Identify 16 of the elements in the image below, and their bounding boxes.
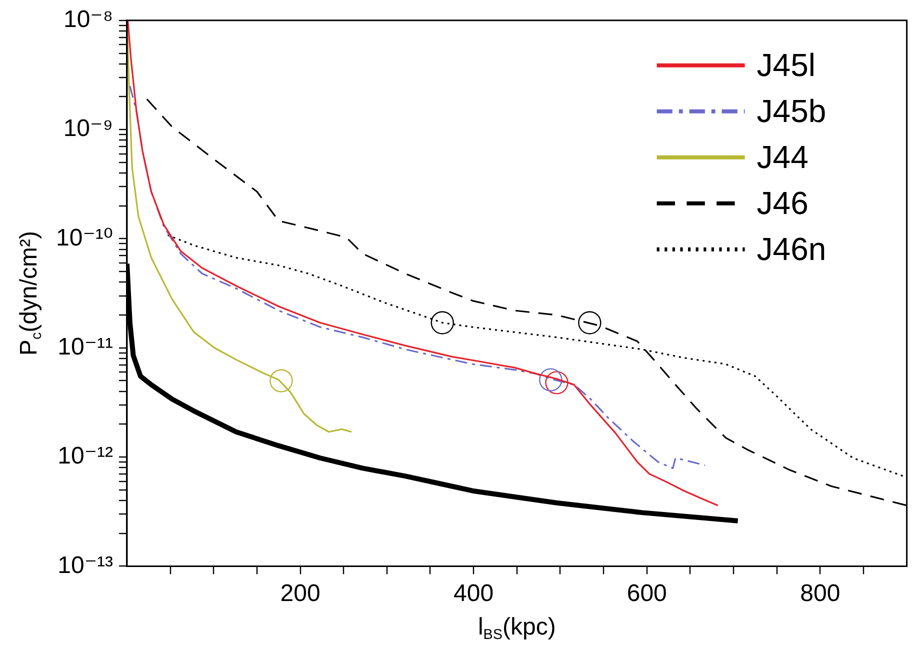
x-tick-label: 800 — [800, 580, 840, 608]
y-tick-label: 10⁻⁸ — [63, 6, 113, 34]
x-tick-label: 200 — [280, 580, 320, 608]
legend-label: J44 — [756, 139, 808, 176]
y-tick-label: 10⁻¹³ — [58, 552, 113, 579]
y-tick-label: 10⁻¹² — [58, 442, 113, 470]
legend-label: J46n — [756, 231, 826, 268]
y-tick-label: 10⁻¹⁰ — [56, 224, 113, 252]
y-axis-title: Pc(dyn/cm²) — [16, 231, 46, 356]
legend-label: J45l — [756, 47, 816, 84]
x-tick-label: 400 — [454, 580, 494, 608]
y-tick-label: 10⁻⁹ — [63, 115, 113, 142]
x-tick-label: 600 — [626, 580, 667, 608]
legend-label: J46 — [756, 185, 808, 222]
y-tick-label: 10⁻¹¹ — [58, 334, 113, 361]
legend-label: J45b — [756, 93, 826, 130]
